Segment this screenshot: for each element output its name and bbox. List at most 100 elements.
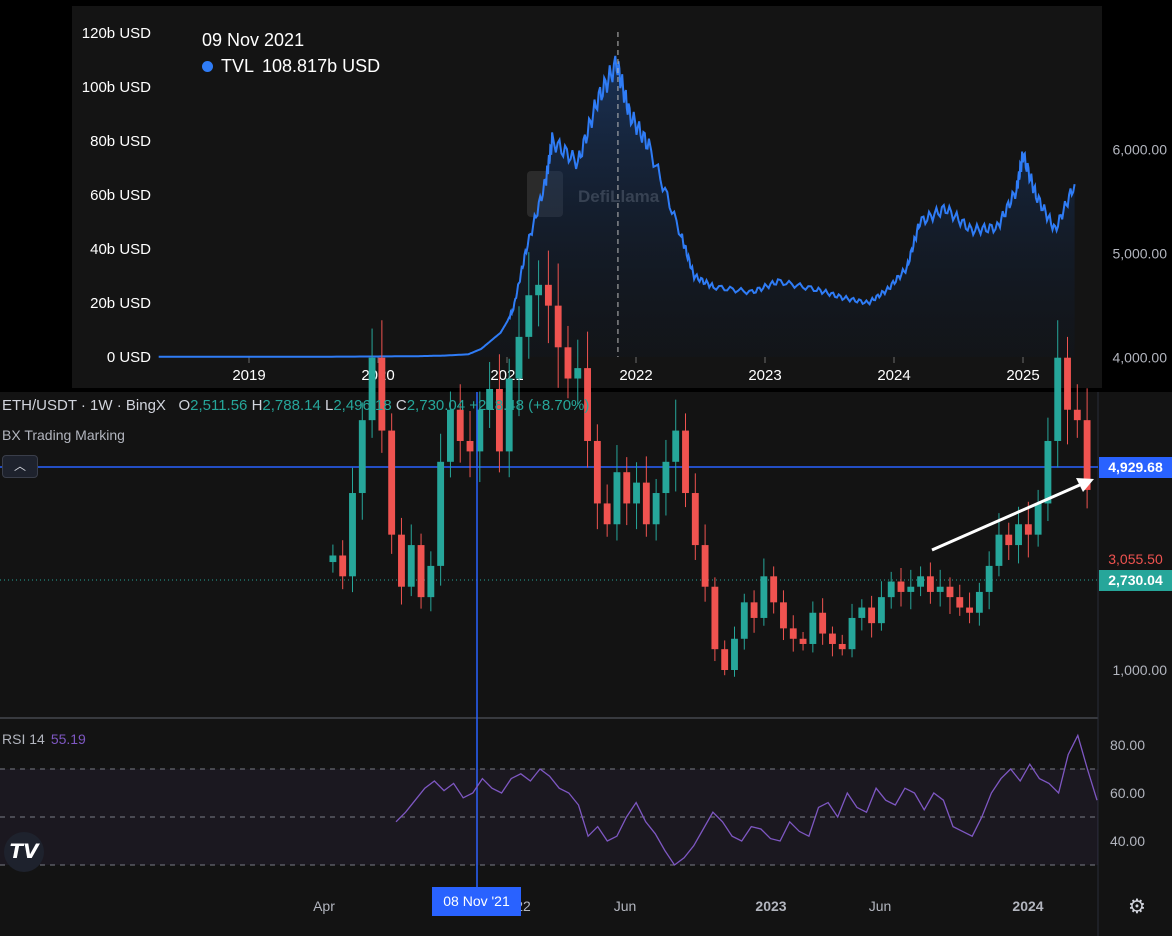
crosshair-date-tag: 08 Nov '21 <box>432 887 521 916</box>
tvl-series-line <box>158 55 1076 358</box>
candle-body <box>740 602 748 639</box>
candle-body <box>427 565 435 598</box>
candle-body <box>829 633 836 644</box>
symbol-title[interactable]: ETH/USDT · 1W · BingX <box>2 397 166 414</box>
candle-body <box>466 440 474 452</box>
candle-body <box>1015 524 1022 546</box>
rsi-y-tick-label: 40.00 <box>1110 833 1145 849</box>
price-y-tick-label: 4,000.00 <box>1113 350 1168 366</box>
rsi-y-tick-label: 80.00 <box>1110 737 1145 753</box>
candle-body <box>495 388 503 452</box>
candle-body <box>652 493 660 525</box>
candle-body <box>691 493 699 546</box>
candle-body <box>1005 534 1013 546</box>
prev-close-price-tag: 3,055.50 <box>1099 549 1172 570</box>
candle-body <box>731 638 738 670</box>
tvl-y-tick-label: 20b USD <box>90 295 151 312</box>
candle-body <box>819 612 827 634</box>
candle-body <box>907 586 915 592</box>
candle-body <box>329 555 337 563</box>
horizontal-line-price-tag[interactable]: 4,929.68 <box>1099 457 1172 478</box>
candle-body <box>437 461 445 566</box>
price-y-tick-label: 5,000.00 <box>1113 246 1168 262</box>
candle-body <box>642 482 650 525</box>
ohlc-open: O2,511.56 <box>178 397 248 414</box>
indicator-label[interactable]: BX Trading Marking <box>2 427 125 443</box>
price-y-tick-label: 6,000.00 <box>1113 142 1168 158</box>
candle-body <box>1054 357 1062 441</box>
candle-body <box>447 409 454 462</box>
candle-body <box>985 565 993 592</box>
candle-body <box>682 430 689 494</box>
candle-body <box>633 482 640 504</box>
candle-body <box>593 440 601 504</box>
candle-body <box>858 607 866 618</box>
tvl-tooltip-date: 09 Nov 2021 <box>202 30 305 50</box>
tvl-y-tick-label: 60b USD <box>90 187 151 204</box>
candle-body <box>662 461 670 494</box>
candle-body <box>848 617 856 650</box>
candle-body <box>1034 503 1042 535</box>
ohlc-close: C2,730.04 <box>395 397 466 414</box>
ohlc-high: H2,788.14 <box>251 397 321 414</box>
candle-body <box>574 368 582 379</box>
candle-body <box>789 628 797 639</box>
candle-body <box>398 534 405 587</box>
candle-body <box>956 597 964 608</box>
ohlc-low: L2,496.18 <box>324 397 392 414</box>
time-x-tick-label: Jun <box>614 898 637 914</box>
candle-body <box>584 368 591 441</box>
candle-body <box>613 472 621 525</box>
chevron-up-icon: ︿ <box>13 459 26 473</box>
candle-body <box>780 602 787 629</box>
candle-body <box>838 643 846 650</box>
candle-body <box>544 284 552 306</box>
candle-body <box>486 388 494 410</box>
candle-body <box>887 581 895 598</box>
rsi-line <box>395 733 1098 866</box>
tvl-series-dot-icon <box>202 61 213 72</box>
candle-body <box>554 305 562 348</box>
candle-body <box>349 493 356 577</box>
tvl-y-tick-label: 100b USD <box>82 79 151 96</box>
tradingview-logo-icon[interactable]: 𝙏𝙑 <box>4 832 44 872</box>
candle-body <box>926 576 934 592</box>
price-y-tick-label: 1,000.00 <box>1113 662 1168 678</box>
candle-body <box>407 545 415 587</box>
time-x-tick-label: Jun <box>869 898 892 914</box>
tvl-x-tick-label: 2020 <box>361 367 394 384</box>
candle-body <box>995 534 1003 566</box>
collapse-indicators-button[interactable]: ︿ <box>2 455 38 478</box>
tvl-x-tick-label: 2019 <box>232 367 265 384</box>
candle-body <box>378 357 386 431</box>
last-price-tag: 2,730.04 <box>1099 570 1172 591</box>
candle-body <box>672 430 680 462</box>
tvl-tooltip-series: TVL <box>221 56 255 76</box>
candle-body <box>868 607 876 624</box>
candle-body <box>1044 440 1052 504</box>
candle-body <box>368 357 376 421</box>
candle-body <box>505 378 513 452</box>
candle-body <box>623 472 631 504</box>
gear-icon[interactable]: ⚙ <box>1128 896 1146 918</box>
time-x-tick-label: 2023 <box>755 898 786 914</box>
rsi-value: 55.19 <box>50 731 86 747</box>
tvl-y-tick-label: 80b USD <box>90 133 151 150</box>
trend-arrow-line <box>931 482 1083 552</box>
time-x-tick-label: Apr <box>313 898 335 914</box>
candle-body <box>750 602 758 618</box>
candle-body <box>1083 420 1091 490</box>
rsi-legend[interactable]: RSI 14 55.19 <box>2 731 86 747</box>
symbol-header: ETH/USDT · 1W · BingX O2,511.56 H2,788.1… <box>2 397 589 414</box>
candle-body <box>917 576 925 587</box>
candle-body <box>946 586 954 598</box>
tvl-x-tick-label: 2022 <box>619 367 652 384</box>
trend-arrow-head-icon <box>1076 478 1094 492</box>
candle-body <box>388 430 396 535</box>
tvl-area-fill <box>158 55 1075 358</box>
candle-body <box>877 597 885 624</box>
candle-body <box>603 503 611 525</box>
tvl-x-tick-label: 2024 <box>877 367 910 384</box>
tvl-tooltip-row: TVL 108.817b USD <box>202 56 380 77</box>
